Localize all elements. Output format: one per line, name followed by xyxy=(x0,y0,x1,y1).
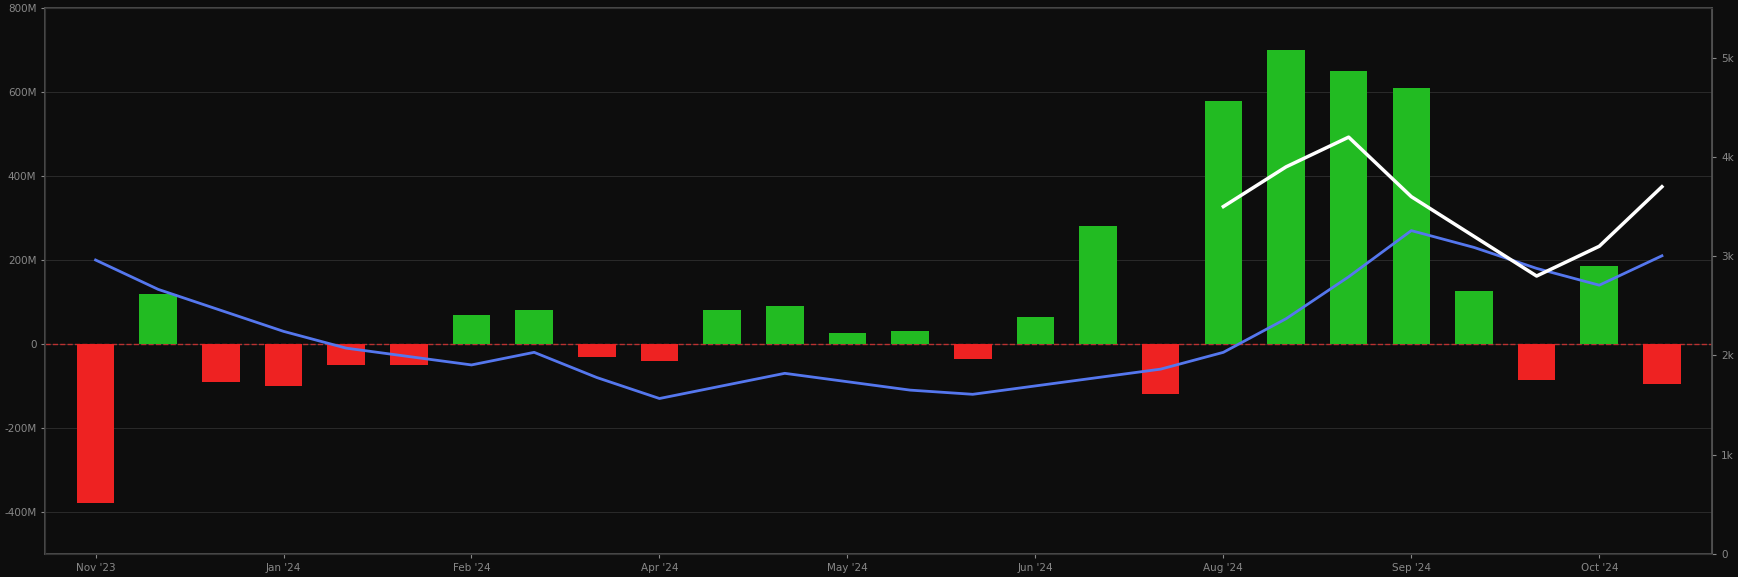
Bar xyxy=(1580,267,1618,344)
Bar xyxy=(892,331,928,344)
Bar xyxy=(829,334,866,344)
Bar xyxy=(579,344,615,357)
Bar xyxy=(327,344,365,365)
Bar xyxy=(264,344,302,386)
Bar xyxy=(452,314,490,344)
Bar xyxy=(1142,344,1180,394)
Bar xyxy=(1517,344,1556,380)
Bar xyxy=(1455,291,1493,344)
Bar xyxy=(954,344,991,359)
Bar xyxy=(516,310,553,344)
Bar xyxy=(202,344,240,382)
Bar xyxy=(641,344,678,361)
Bar xyxy=(1079,226,1118,344)
Bar xyxy=(1017,317,1055,344)
Bar xyxy=(1392,88,1430,344)
Bar xyxy=(1642,344,1681,384)
Bar xyxy=(389,344,428,365)
Bar xyxy=(1330,71,1368,344)
Bar xyxy=(766,306,803,344)
Bar xyxy=(704,310,740,344)
Bar xyxy=(1267,50,1305,344)
Bar xyxy=(139,294,177,344)
Bar xyxy=(76,344,115,504)
Bar xyxy=(1204,100,1243,344)
